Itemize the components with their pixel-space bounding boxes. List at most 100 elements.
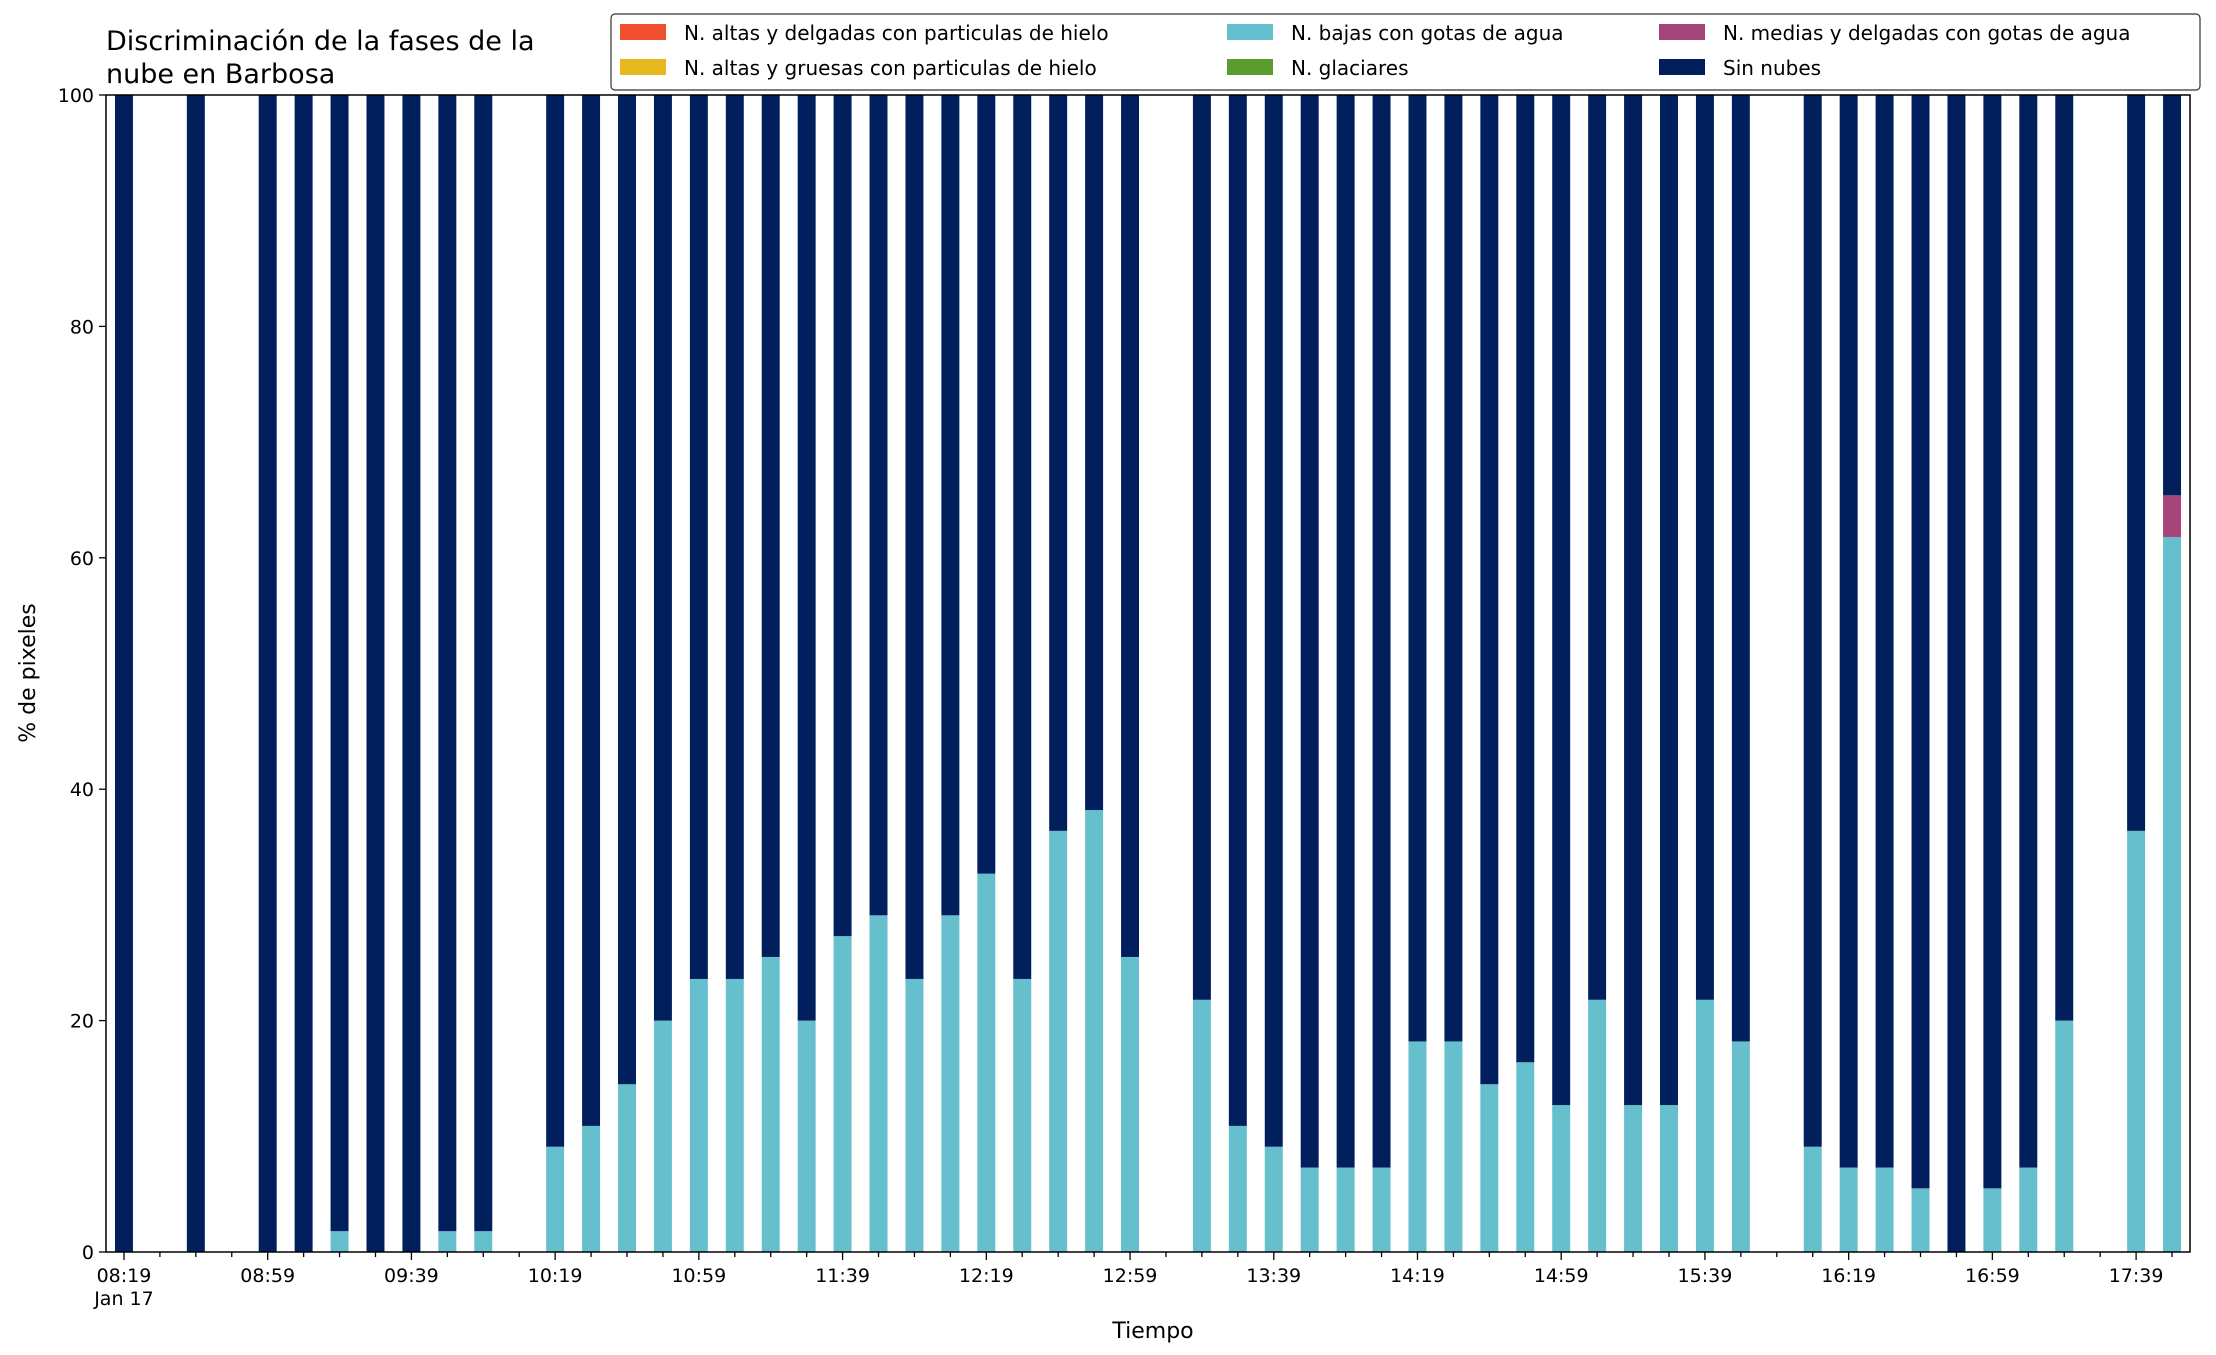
bar-segment-bajas <box>1444 1041 1463 1252</box>
bar-segment-sin-nubes <box>1192 95 1211 1000</box>
bar-segment-bajas <box>761 956 780 1252</box>
bar-segment-sin-nubes <box>1624 95 1643 1106</box>
bar-segment-bajas <box>1875 1167 1894 1252</box>
bar-segment-bajas <box>2055 1020 2074 1252</box>
bar-segment-sin-nubes <box>114 95 133 1252</box>
bar-segment-bajas <box>1085 810 1104 1252</box>
bar-segment-sin-nubes <box>582 95 601 1126</box>
bar-segment-sin-nubes <box>186 95 205 1252</box>
bar-segment-bajas <box>1624 1105 1643 1252</box>
x-tick-label: 11:39 <box>815 1265 870 1287</box>
bar-segment-bajas <box>1660 1105 1678 1252</box>
bar-segment-bajas <box>1013 978 1032 1252</box>
x-tick-label: 09:39 <box>384 1265 439 1287</box>
legend-entry-label: N. altas y gruesas con particulas de hie… <box>684 56 1097 80</box>
chart-title-line-2: nube en Barbosa <box>106 59 335 90</box>
bar-segment-bajas <box>1803 1146 1822 1252</box>
bar-segment-bajas <box>689 978 708 1252</box>
bar-segment-bajas <box>1372 1167 1391 1252</box>
bar-segment-bajas <box>1911 1188 1930 1252</box>
legend-entry-label: N. glaciares <box>1291 56 1409 80</box>
x-tick-label: 08:59 <box>240 1265 295 1287</box>
y-axis: 0 20 40 60 80 100 <box>58 85 106 1264</box>
legend: N. altas y delgadas con particulas de hi… <box>610 13 2201 91</box>
y-tick-label: 100 <box>58 85 94 107</box>
x-tick-label: 14:19 <box>1390 1265 1445 1287</box>
legend-box <box>610 13 2201 91</box>
bar-segment-bajas <box>1192 999 1211 1252</box>
bar-segment-bajas <box>941 915 960 1252</box>
bar-segment-bajas <box>1121 956 1140 1252</box>
bar-segment-sin-nubes <box>1444 95 1463 1042</box>
legend-swatch <box>1659 59 1705 75</box>
bar-segment-bajas <box>546 1146 565 1252</box>
bar-segment-bajas <box>833 936 852 1252</box>
bar-segment-sin-nubes <box>941 95 960 916</box>
bar-segment-sin-nubes <box>1336 95 1355 1168</box>
x-tick-label: 15:39 <box>1678 1265 1733 1287</box>
bar-segment-bajas <box>2127 830 2146 1252</box>
bar-segment-bajas <box>582 1125 601 1252</box>
bar-segment-bajas <box>869 915 888 1252</box>
y-axis-label: % de pixeles <box>16 603 41 742</box>
bar-segment-sin-nubes <box>1408 95 1427 1042</box>
legend-swatch <box>1227 24 1273 40</box>
y-tick-label: 40 <box>70 779 94 801</box>
bar-segment-medias <box>2163 495 2182 537</box>
bar-segment-bajas <box>1480 1084 1499 1252</box>
x-axis-label: Tiempo <box>1111 1319 1193 1344</box>
bar-segment-sin-nubes <box>2127 95 2146 831</box>
x-tick-label: 17:39 <box>2109 1265 2164 1287</box>
bar-segment-bajas <box>797 1020 816 1252</box>
bar-segment-sin-nubes <box>905 95 924 979</box>
bar-segment-sin-nubes <box>1911 95 1930 1189</box>
x-tick-label: 16:19 <box>1821 1265 1876 1287</box>
x-tick-label: 13:39 <box>1246 1265 1301 1287</box>
bar-segment-sin-nubes <box>833 95 852 937</box>
bar-segment-sin-nubes <box>1803 95 1822 1147</box>
bar-segment-bajas <box>1408 1041 1427 1252</box>
bar-segment-sin-nubes <box>1983 95 2002 1189</box>
bar-segment-sin-nubes <box>1660 95 1678 1106</box>
x-tick-label: 10:59 <box>671 1265 726 1287</box>
bar-segment-bajas <box>1552 1105 1571 1252</box>
bar-segment-sin-nubes <box>1552 95 1571 1106</box>
bar-segment-sin-nubes <box>1695 95 1714 1000</box>
bar-segment-bajas <box>1731 1041 1750 1252</box>
bar-segment-sin-nubes <box>258 95 277 1252</box>
bar-segment-sin-nubes <box>2019 95 2038 1168</box>
y-tick-label: 0 <box>82 1242 94 1264</box>
legend-entry-label: N. medias y delgadas con gotas de agua <box>1723 21 2131 45</box>
bar-segment-sin-nubes <box>1875 95 1894 1168</box>
bar-segment-bajas <box>2019 1167 2038 1252</box>
bar-segment-sin-nubes <box>474 95 493 1232</box>
chart-title-line-1: Discriminación de la fases de la <box>106 26 535 57</box>
bar-segment-sin-nubes <box>402 95 421 1252</box>
bar-segment-bajas <box>1049 830 1068 1252</box>
bar-segment-bajas <box>977 873 996 1252</box>
bar-segment-sin-nubes <box>1300 95 1319 1168</box>
bar-segment-bajas <box>1588 999 1607 1252</box>
bar-segment-bajas <box>905 978 924 1252</box>
bar-segment-bajas <box>1516 1062 1535 1252</box>
bar-segment-bajas <box>1839 1167 1858 1252</box>
legend-swatch <box>620 24 666 40</box>
x-tick-label: 16:59 <box>1965 1265 2020 1287</box>
legend-entry-label: N. bajas con gotas de agua <box>1291 21 1564 45</box>
bar-segment-sin-nubes <box>653 95 672 1021</box>
bar-segment-sin-nubes <box>618 95 636 1085</box>
bar-segment-sin-nubes <box>1731 95 1750 1042</box>
bar-segment-bajas <box>2163 536 2182 1252</box>
bar-segment-sin-nubes <box>1264 95 1283 1147</box>
bar-segment-bajas <box>725 978 744 1252</box>
legend-entry-label: Sin nubes <box>1723 56 1821 80</box>
plot-frame <box>105 94 2191 1253</box>
y-tick-label: 20 <box>70 1011 94 1033</box>
bars-group <box>114 95 2182 1252</box>
legend-entry-label: N. altas y delgadas con particulas de hi… <box>684 21 1109 45</box>
bar-segment-sin-nubes <box>1947 95 1966 1252</box>
bar-segment-sin-nubes <box>1013 95 1032 979</box>
x-tick-sublabel: Jan 17 <box>93 1288 154 1310</box>
bar-segment-bajas <box>330 1231 349 1252</box>
bar-segment-sin-nubes <box>2163 95 2182 496</box>
